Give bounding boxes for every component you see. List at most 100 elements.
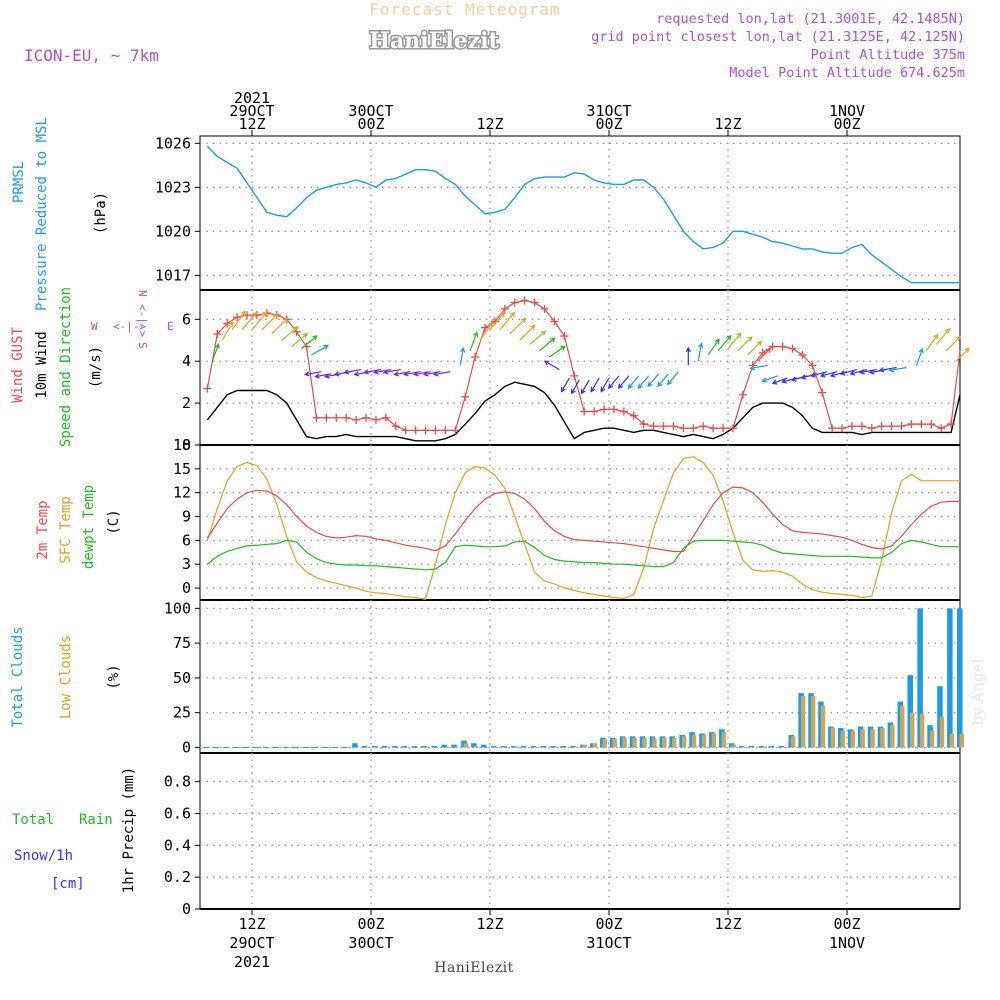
gust-marker (471, 353, 480, 362)
low-cloud-bar (602, 739, 608, 748)
wind-arrow (231, 310, 246, 331)
gust-marker (927, 420, 936, 429)
low-cloud-bar (681, 736, 687, 748)
low-cloud-bar (880, 727, 885, 748)
precip-legend-total: Total (12, 812, 54, 828)
wind-arrow (271, 317, 289, 335)
gust-marker (332, 413, 341, 422)
low-cloud-bar (671, 737, 677, 748)
gust-marker (540, 304, 549, 313)
total-cloud-bar (738, 746, 745, 748)
low-cloud-bar (929, 730, 935, 748)
gust-marker (847, 422, 856, 431)
low-cloud-bar (662, 737, 667, 748)
gust-marker (689, 424, 698, 433)
total-cloud-bar (917, 608, 923, 748)
wind-arrow (757, 347, 772, 362)
y-tick-label: 18 (173, 436, 191, 454)
low-cloud-bar (721, 732, 727, 748)
grid-point-coords: grid point closest lon,lat (21.3125E, 42… (591, 29, 965, 45)
wind-arrow (509, 317, 527, 335)
top-time-label: 12Z (476, 115, 503, 133)
low-cloud-bar (850, 730, 855, 748)
total-cloud-bar (381, 746, 388, 748)
wind-arrow (459, 347, 466, 366)
low-cloud-bar (582, 744, 588, 748)
wind-arrow (221, 321, 234, 341)
gust-marker (818, 388, 827, 397)
wind-arrow (749, 364, 768, 371)
gust-marker (619, 407, 628, 416)
bottom-time-label: 00Z (595, 915, 622, 933)
wind-arrow (211, 343, 220, 362)
gust-marker (322, 413, 331, 422)
top-time-label: 12Z (238, 115, 265, 133)
y-tick-label: 0.2 (164, 868, 191, 886)
top-time-label: 12Z (714, 115, 741, 133)
wind-arrow (241, 311, 258, 331)
gust-marker (728, 424, 737, 433)
gust-marker (768, 342, 777, 351)
top-title: Forecast Meteogram (369, 0, 560, 19)
y-tick-label: 2 (182, 394, 191, 412)
low-cloud-bar (790, 736, 796, 748)
y-tick-label: 12 (173, 484, 191, 502)
total-cloud-bar (441, 744, 447, 748)
gust-marker (719, 424, 728, 433)
wind-arrow (858, 369, 877, 375)
cloud-label-total: Total Clouds (10, 626, 26, 727)
wind-arrow (590, 377, 600, 393)
dewpt-line (207, 539, 960, 571)
gust-marker (788, 344, 797, 353)
model-altitude: Model Point Altitude 674.625m (729, 65, 965, 81)
precip-legend-snow: Snow/1h (14, 848, 73, 864)
wind-arrow (549, 345, 566, 358)
total-cloud-bar (748, 746, 755, 748)
gust-marker (381, 413, 390, 422)
total-cloud-bar (490, 746, 497, 748)
low-cloud-bar (810, 695, 816, 748)
wind-arrow (469, 331, 479, 351)
gust-marker (609, 405, 618, 414)
wind-arrow (878, 366, 897, 373)
total-cloud-bar (451, 744, 457, 748)
wind-arrow (697, 342, 704, 362)
bottom-time-label: 29OCT (229, 934, 274, 952)
gust-marker (709, 424, 718, 433)
wind-arrow (291, 332, 309, 348)
y-tick-label: 1026 (155, 134, 191, 152)
compass-e: E (167, 320, 174, 333)
wind-arrow (839, 369, 858, 376)
wind-arrow (570, 379, 580, 395)
y-tick-label: 6 (182, 310, 191, 328)
gust-marker (362, 413, 371, 422)
wind-arrow (363, 369, 382, 375)
low-cloud-bar (632, 737, 637, 748)
top-time-label: 29OCT (229, 102, 274, 120)
gust-marker (441, 426, 450, 435)
gust-marker (937, 424, 946, 433)
gust-marker (550, 317, 559, 326)
low-cloud-bar (890, 725, 895, 748)
wind-arrow (600, 377, 610, 393)
wind-arrow (747, 340, 763, 356)
precip-legend-cm: [cm] (51, 876, 85, 892)
wind-arrow (607, 375, 620, 390)
model-label: ICON-EU, ~ 7km (24, 46, 159, 65)
top-time-label: 30OCT (348, 102, 393, 120)
compass-rose: W E <-|-> N <-|-> S (91, 290, 174, 349)
total-cloud-bar (520, 746, 527, 748)
precip-panel-frame (199, 752, 961, 910)
wind-arrow (373, 369, 391, 375)
compass-mid: <-|-> (113, 320, 146, 333)
total-cloud-bar (471, 743, 477, 748)
gust-marker (312, 413, 321, 422)
wind-arrow (382, 369, 401, 375)
pressure-unit: (hPa) (93, 192, 109, 234)
total-cloud-bar (352, 743, 358, 748)
pressure-line (206, 145, 960, 284)
wind-arrow (539, 337, 556, 352)
gust-marker (421, 426, 430, 435)
cloud-unit: (%) (106, 664, 122, 689)
